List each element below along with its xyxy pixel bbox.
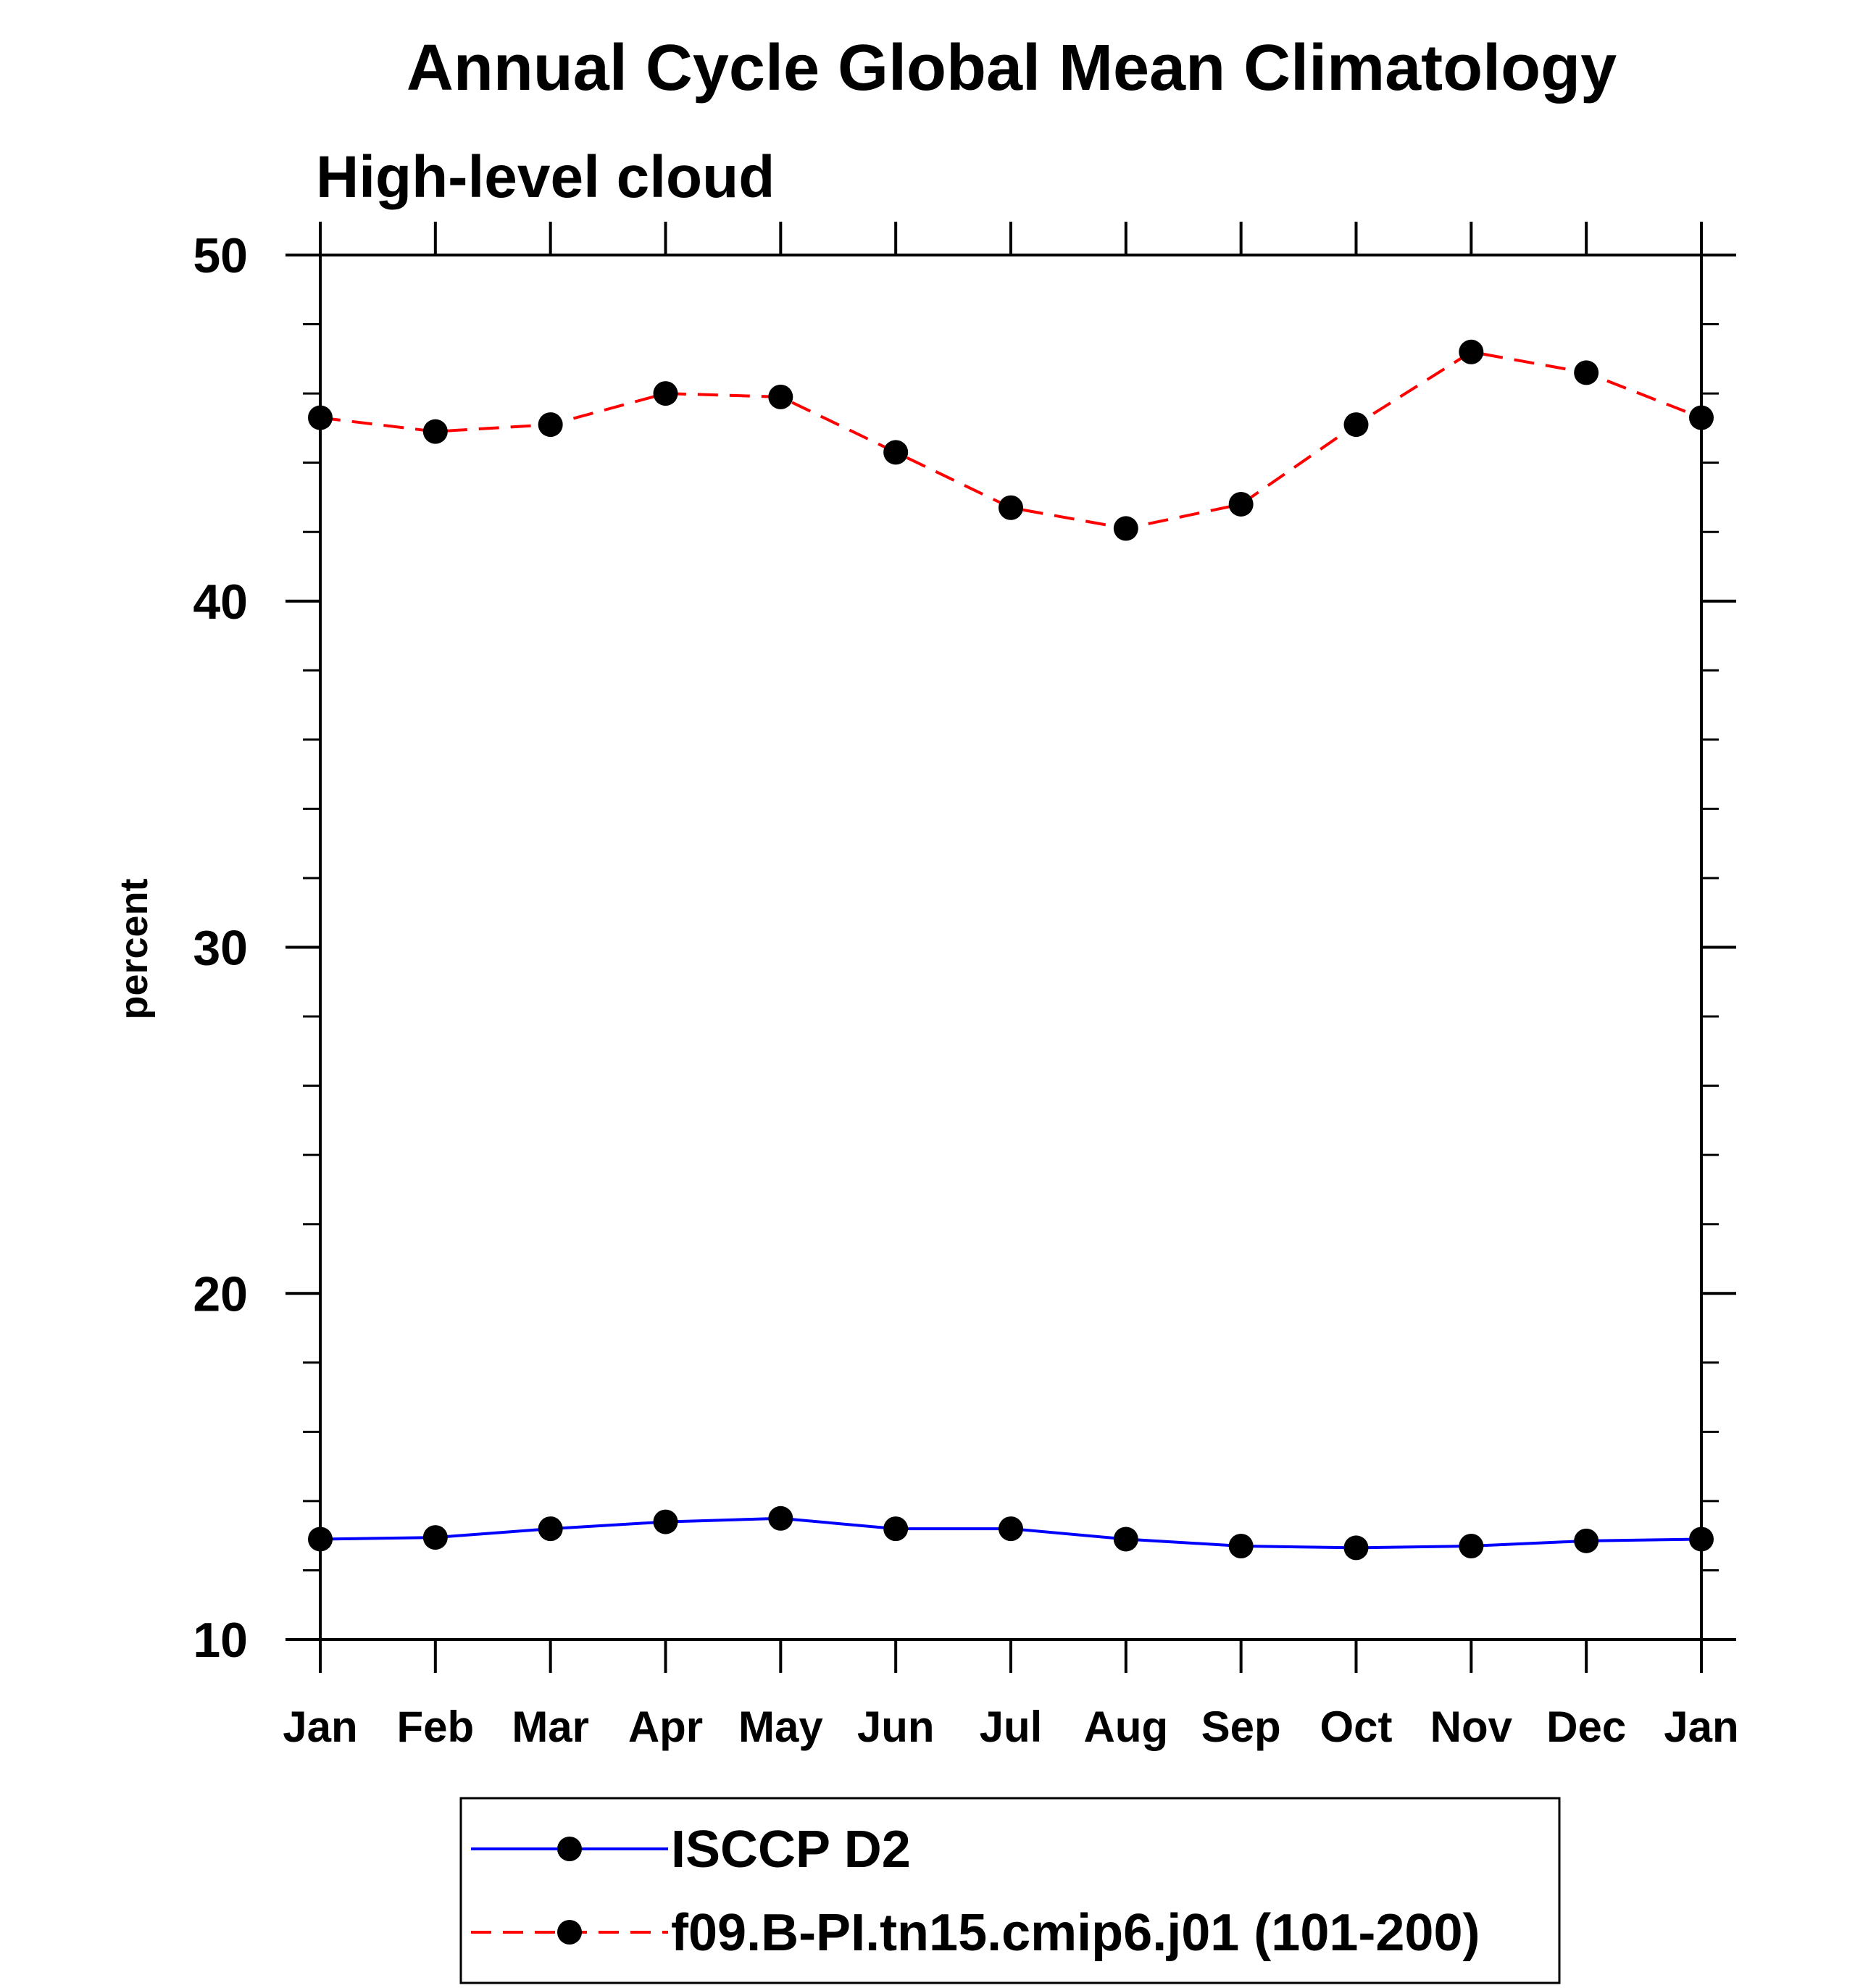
x-tick-label: Jun xyxy=(857,1703,935,1751)
y-tick-label: 30 xyxy=(193,921,248,976)
legend-box xyxy=(459,1797,1561,1984)
legend-marker-model xyxy=(557,1920,582,1945)
legend-label-isccp: ISCCP D2 xyxy=(671,1821,911,1879)
series-layer xyxy=(308,339,1714,1561)
data-point-1 xyxy=(1113,516,1138,541)
data-point-0 xyxy=(1689,1526,1714,1552)
data-point-1 xyxy=(538,412,563,438)
legend: ISCCP D2 f09.B-PI.tn15.cmip6.j01 (101-20… xyxy=(459,1797,1561,1984)
x-tick-label: Apr xyxy=(628,1703,703,1751)
x-tick-label: Mar xyxy=(512,1703,589,1751)
chart-title: Annual Cycle Global Mean Climatology xyxy=(407,32,1617,104)
x-tick-label: Aug xyxy=(1084,1703,1169,1751)
x-tick-label: May xyxy=(738,1703,823,1751)
data-point-1 xyxy=(1459,339,1484,364)
data-point-0 xyxy=(768,1505,793,1531)
data-point-1 xyxy=(1689,405,1714,430)
data-point-1 xyxy=(1574,360,1599,385)
axis-ticks xyxy=(285,222,1736,1673)
data-point-1 xyxy=(308,405,333,430)
y-tick-label: 10 xyxy=(193,1613,248,1668)
x-tick-label: Jul xyxy=(980,1703,1043,1751)
data-point-1 xyxy=(1343,412,1369,438)
x-tick-labels: Jan Feb Mar Apr May Jun Jul Aug Sep Oct Nov Dec Jan xyxy=(283,1703,1738,1751)
plot-frame xyxy=(319,254,1703,1641)
data-point-1 xyxy=(999,495,1023,520)
x-tick-label: Sep xyxy=(1201,1703,1281,1751)
y-axis-label: percent xyxy=(112,878,156,1019)
data-point-1 xyxy=(422,419,448,444)
data-point-0 xyxy=(1574,1528,1599,1553)
y-tick-label: 40 xyxy=(193,575,248,630)
data-point-0 xyxy=(422,1525,448,1550)
data-point-1 xyxy=(653,381,678,406)
data-point-0 xyxy=(653,1509,678,1534)
x-tick-label: Nov xyxy=(1430,1703,1513,1751)
x-tick-label: Feb xyxy=(396,1703,474,1751)
y-tick-labels: 10 20 30 40 50 xyxy=(193,228,248,1668)
data-point-0 xyxy=(1228,1534,1254,1559)
x-tick-label: Jan xyxy=(1664,1703,1738,1751)
chart-subtitle: High-level cloud xyxy=(316,144,775,210)
legend-label-model: f09.B-PI.tn15.cmip6.j01 (101-200) xyxy=(671,1904,1480,1962)
y-tick-label: 50 xyxy=(193,228,248,283)
data-point-0 xyxy=(1113,1526,1138,1552)
y-tick-label: 20 xyxy=(193,1266,248,1321)
data-point-1 xyxy=(768,384,793,409)
data-point-0 xyxy=(999,1516,1023,1542)
data-point-0 xyxy=(1459,1534,1484,1559)
data-point-1 xyxy=(883,440,909,465)
data-point-0 xyxy=(1343,1535,1369,1561)
data-point-0 xyxy=(538,1516,563,1542)
data-point-0 xyxy=(308,1526,333,1552)
legend-marker-isccp xyxy=(557,1837,582,1861)
x-tick-label: Oct xyxy=(1320,1703,1392,1751)
x-tick-label: Jan xyxy=(283,1703,357,1751)
data-point-1 xyxy=(1228,491,1254,517)
data-point-0 xyxy=(883,1516,909,1542)
x-tick-label: Dec xyxy=(1546,1703,1626,1751)
